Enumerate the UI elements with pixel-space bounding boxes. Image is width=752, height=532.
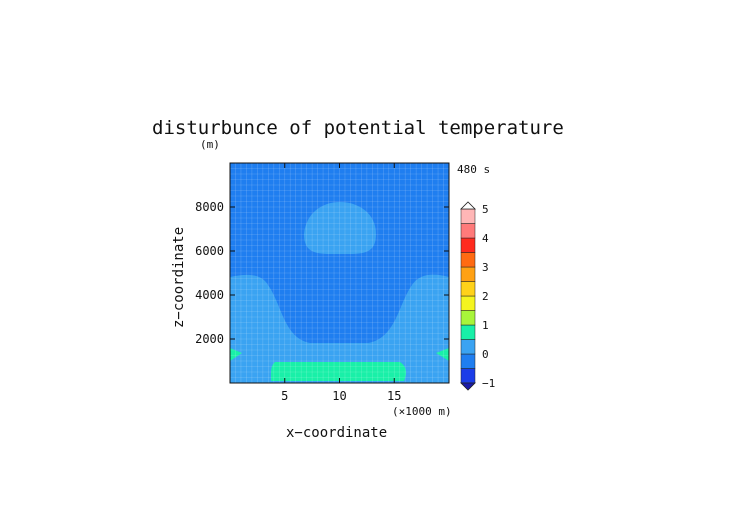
x-axis: 5 10 15: [281, 163, 401, 403]
colorbar-segment: [460, 237, 476, 253]
colorbar-segment: [460, 208, 476, 224]
lower-lobe-region: [230, 274, 449, 383]
x-tick-label: 10: [332, 389, 346, 403]
colorbar-segment: [460, 266, 476, 282]
colorbar-label: −1: [482, 377, 495, 390]
colorbar-label: 1: [482, 319, 489, 332]
right-edge-warm-region: [436, 348, 449, 361]
x-tick-label: 15: [387, 389, 401, 403]
y-tick-label: 2000: [195, 332, 224, 346]
plot-area: [229, 162, 450, 384]
grid-lines: [230, 163, 449, 383]
colorbar-top-arrow: [460, 201, 476, 210]
colorbar-segment: [460, 368, 476, 384]
y-tick-label: 8000: [195, 200, 224, 214]
colorbar-label: 5: [482, 203, 489, 216]
colorbar-label: 4: [482, 232, 489, 245]
colorbar-segment: [460, 324, 476, 340]
time-label: 480 s: [457, 163, 490, 176]
colorbar-segment: [460, 310, 476, 326]
y-axis: 2000 4000 6000 8000: [195, 200, 449, 346]
y-axis-label: z−coordinate: [171, 227, 187, 328]
y-tick-label: 4000: [195, 288, 224, 302]
y-tick-label: 6000: [195, 244, 224, 258]
colorbar-label: 0: [482, 348, 489, 361]
colorbar-segment: [460, 252, 476, 268]
colorbar: −1 0 1 2 3 4 5: [460, 201, 495, 391]
colorbar-segment: [460, 295, 476, 311]
colorbar-bottom-arrow: [460, 382, 476, 391]
left-edge-warm-region: [230, 348, 242, 361]
colorbar-label: 3: [482, 261, 489, 274]
y-unit-label: (m): [200, 138, 220, 151]
x-axis-label: x−coordinate: [286, 425, 387, 441]
colorbar-segment: [460, 353, 476, 369]
x-tick-label: 5: [281, 389, 288, 403]
x-unit-label: (×1000 m): [392, 405, 452, 418]
chart-title: disturbunce of potential temperature: [152, 117, 564, 139]
colorbar-segment: [460, 223, 476, 239]
upper-cell-region: [304, 202, 376, 254]
bottom-warm-region: [270, 362, 407, 381]
colorbar-segment: [460, 281, 476, 297]
colorbar-segment: [460, 339, 476, 355]
colorbar-label: 2: [482, 290, 489, 303]
